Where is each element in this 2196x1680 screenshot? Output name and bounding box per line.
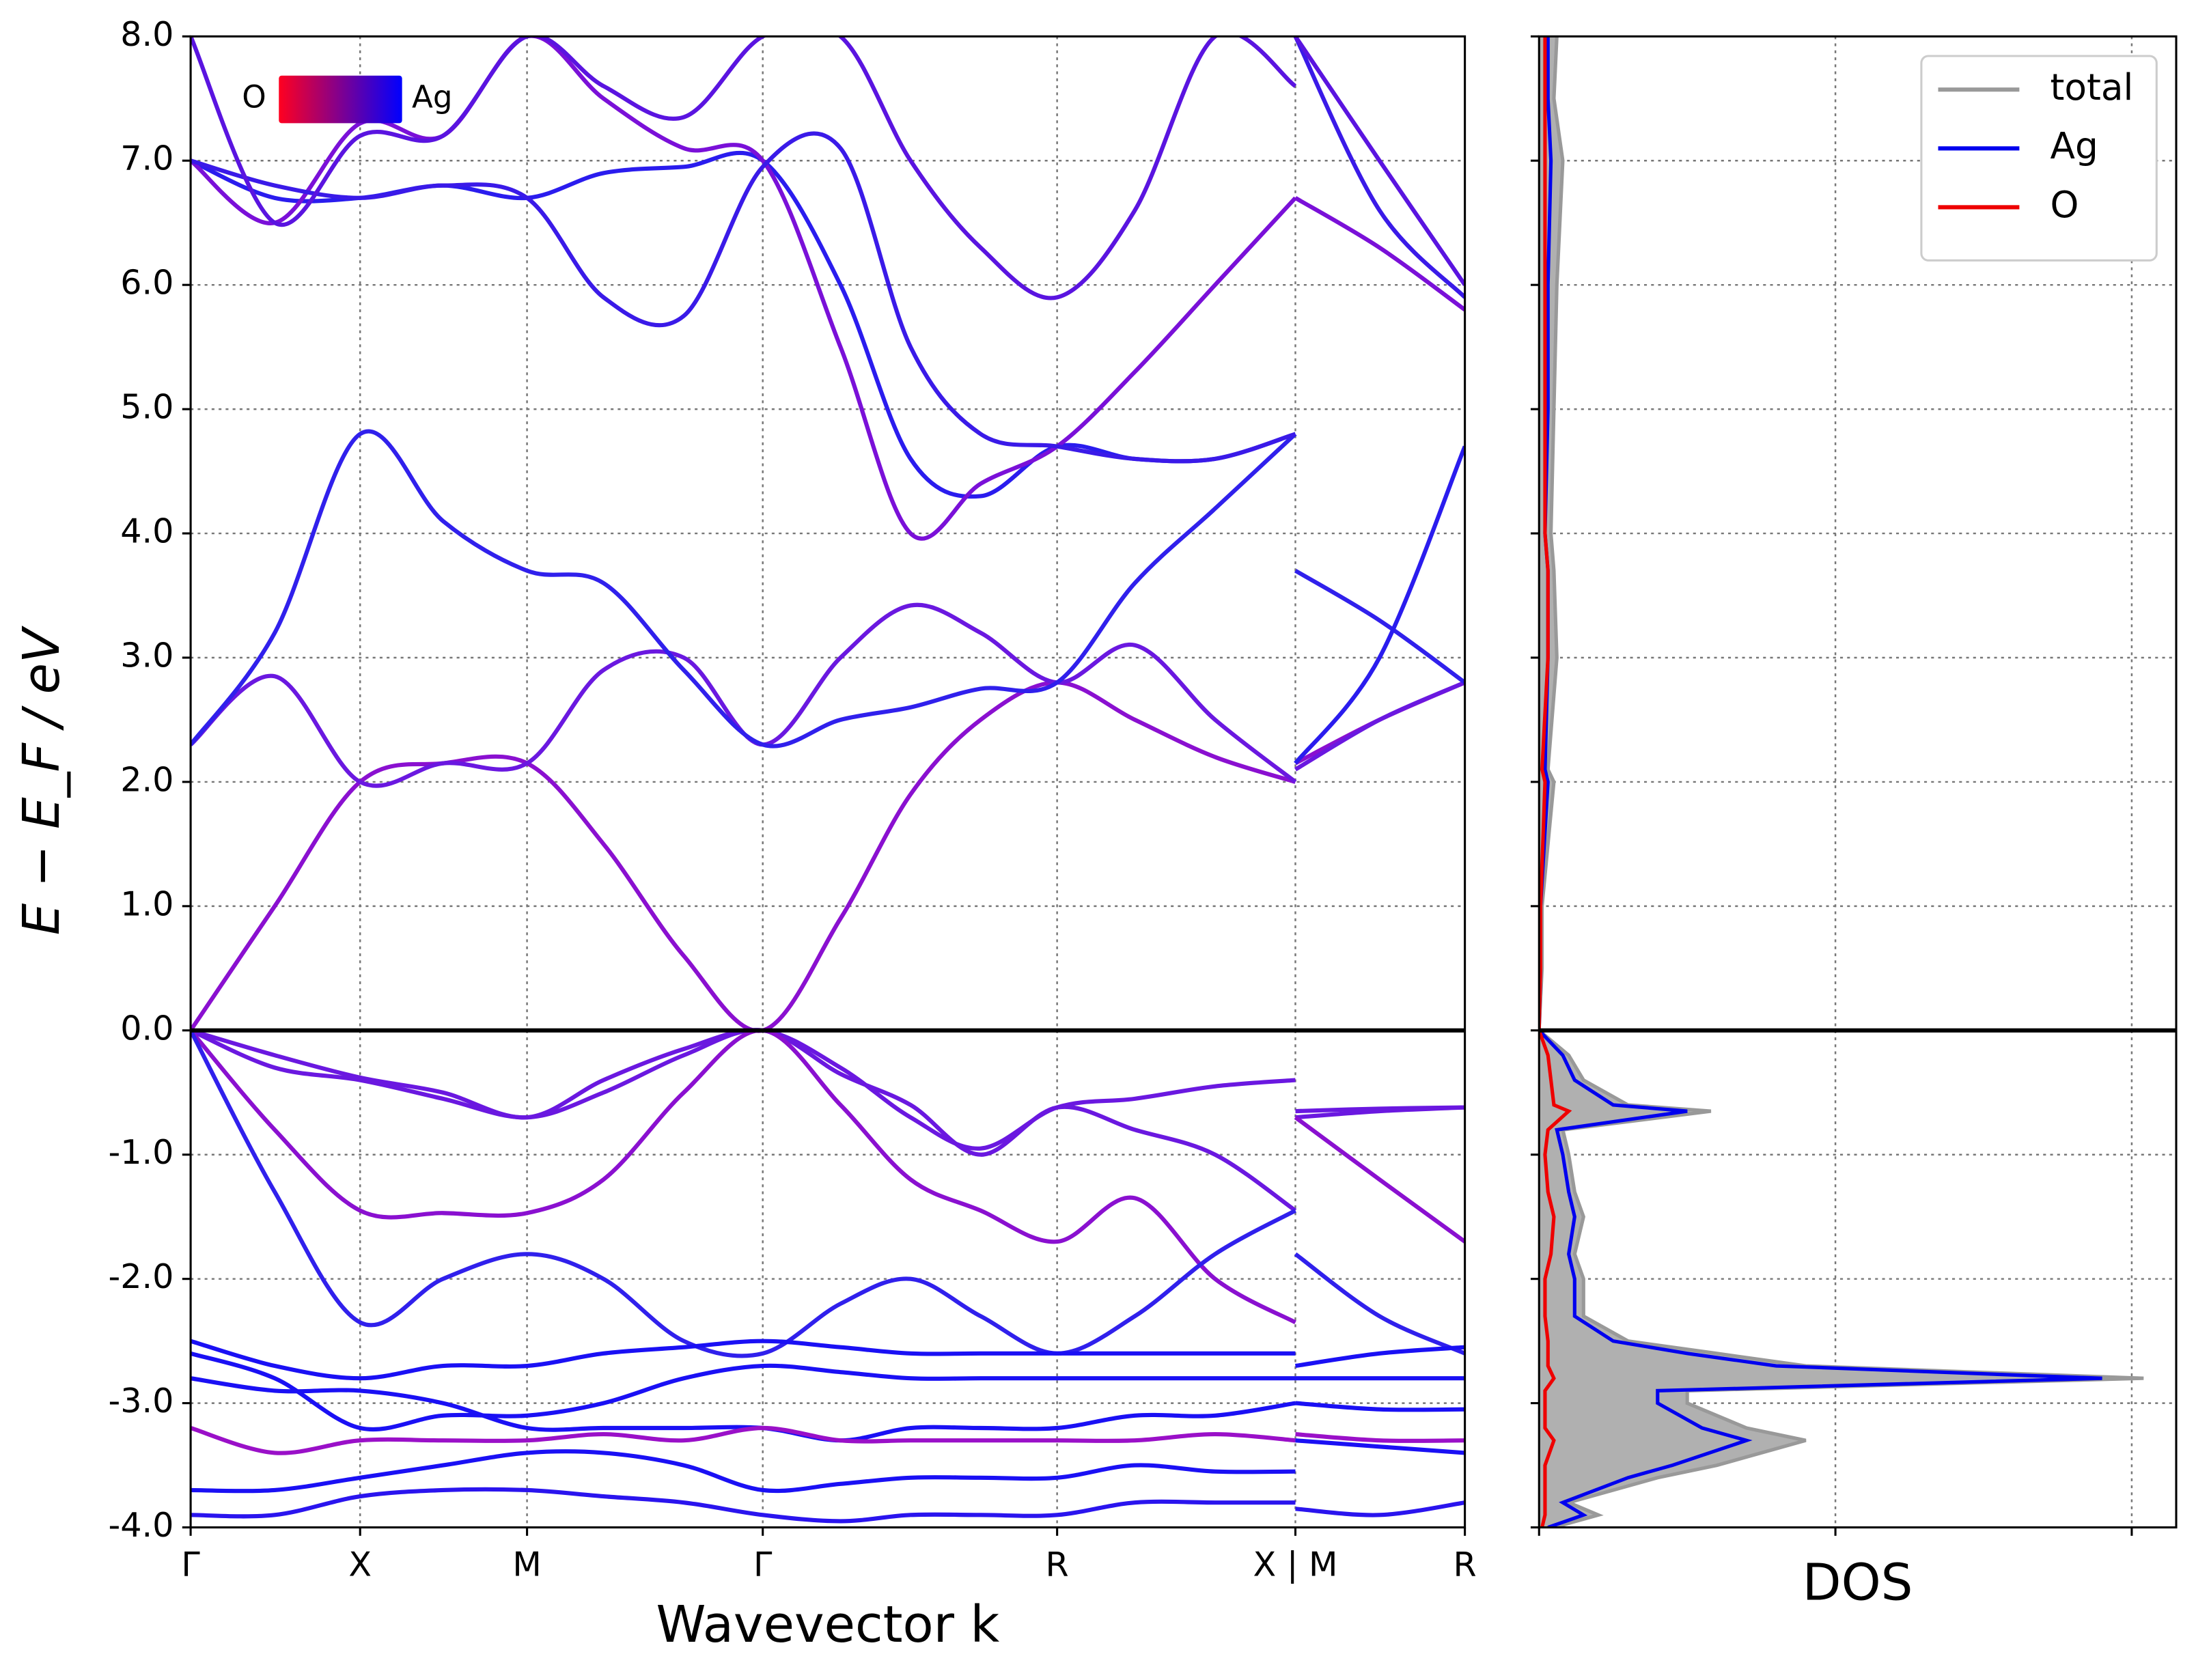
x-tick-label: R — [1046, 1544, 1069, 1584]
band-line — [191, 1351, 1465, 1432]
colorbar-low-label: O — [242, 79, 266, 115]
dos-lines — [1539, 36, 2144, 1528]
y-tick-label: 5.0 — [120, 387, 173, 427]
band-line — [191, 1028, 1465, 1213]
band-line — [191, 1425, 1465, 1455]
bands — [191, 36, 1465, 1524]
legend-label: total — [2051, 66, 2134, 109]
y-tick-label: -2.0 — [109, 1257, 174, 1296]
y-tick-label: 7.0 — [120, 139, 173, 178]
band-line — [191, 1376, 1465, 1443]
y-tick-label: -3.0 — [109, 1381, 174, 1420]
x-tick-label: X — [348, 1544, 372, 1584]
colorbar — [279, 75, 402, 124]
x-tick-label: M — [512, 1544, 541, 1584]
plot-frame — [1538, 35, 2178, 1529]
y-tick-label: 2.0 — [120, 759, 173, 799]
band-panel: -4.0 -3.0 -2.0 -1.0 0.0 1.0 2.0 3.0 4.0 5.0 6.0 7.0… — [13, 14, 1477, 1654]
y-tick-label: 6.0 — [120, 263, 173, 303]
x-axis-label: DOS — [1803, 1554, 1913, 1612]
y-axis-label: E − E_F / eV — [13, 626, 71, 935]
band-line — [191, 680, 1465, 1033]
y-tick-label: 0.0 — [120, 1008, 173, 1048]
legend-label: O — [2051, 184, 2079, 226]
y-tick-label: 3.0 — [120, 635, 173, 675]
band-line — [191, 602, 1465, 788]
x-tick-label: R — [1454, 1544, 1477, 1584]
dos-panel: DOS total Ag O — [1530, 35, 2178, 1612]
x-tick-label: Γ — [181, 1544, 200, 1584]
x-tick-label: X | M — [1253, 1544, 1337, 1584]
band-line — [191, 1438, 1465, 1494]
colorbar-high-label: Ag — [412, 79, 452, 115]
y-tick-label: 8.0 — [120, 14, 173, 54]
band-line — [191, 1487, 1465, 1524]
band-line — [191, 36, 1465, 464]
y-tick-label: 4.0 — [120, 512, 173, 551]
band-line — [191, 429, 1465, 748]
band-line — [191, 1029, 1465, 1358]
y-tick-label: -1.0 — [109, 1132, 174, 1172]
y-tick-label: -4.0 — [109, 1505, 174, 1545]
dos-line — [1539, 36, 1572, 1528]
x-tick-label: Γ — [753, 1544, 773, 1584]
y-tick-label: 1.0 — [120, 884, 173, 923]
dos-line — [1539, 36, 2144, 1528]
legend-label: Ag — [2051, 125, 2098, 167]
band-line — [191, 1339, 1465, 1381]
x-axis-label: Wavevector k — [656, 1596, 999, 1654]
